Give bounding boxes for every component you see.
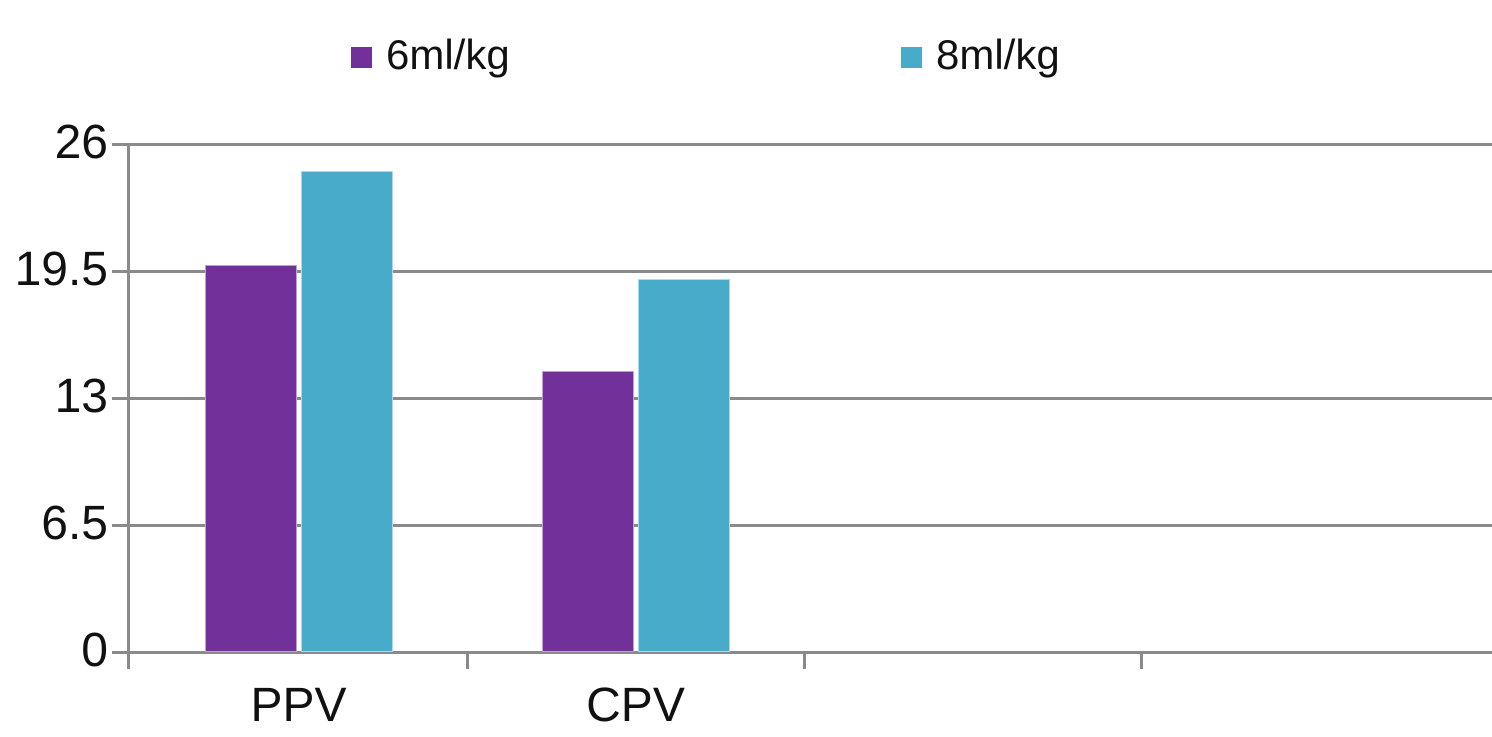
x-label-cpv: CPV	[586, 679, 685, 732]
y-tick-label-0: 0	[81, 624, 108, 677]
y-tick-19.5	[112, 269, 130, 273]
y-tick-label-19.5: 19.5	[14, 243, 108, 296]
bar-cpv-6ml/kg	[541, 370, 634, 652]
legend-swatch-8mlkg	[901, 46, 922, 68]
bar-ppv-8ml/kg	[300, 171, 393, 652]
x-axis-tick-2	[802, 653, 806, 669]
legend-swatch-6mlkg	[351, 46, 372, 68]
gridline-19.5	[130, 269, 1492, 273]
gridline-13	[130, 396, 1492, 400]
gridline-26	[130, 142, 1492, 146]
x-axis-tick-1	[465, 653, 469, 669]
legend-label-6mlkg: 6ml/kg	[386, 31, 510, 78]
y-tick-6.5	[112, 523, 130, 527]
y-tick-0	[112, 650, 130, 654]
x-axis-tick-3	[1139, 653, 1143, 669]
x-label-ppv: PPV	[250, 679, 347, 732]
bar-cpv-8ml/kg	[637, 278, 730, 652]
bar-ppv-6ml/kg	[204, 265, 297, 652]
gridline-6.5	[130, 523, 1492, 527]
y-tick-13	[112, 396, 130, 400]
legend-item-8mlkg: 8ml/kg	[901, 34, 1060, 76]
y-tick-label-13: 13	[54, 370, 108, 423]
gridline-0	[130, 650, 1492, 654]
legend-item-6mlkg: 6ml/kg	[351, 34, 510, 76]
y-tick-label-26: 26	[54, 116, 108, 169]
legend-label-8mlkg: 8ml/kg	[936, 31, 1060, 78]
y-tick-26	[112, 142, 130, 146]
y-axis-line	[127, 144, 130, 669]
y-tick-label-6.5: 6.5	[41, 497, 108, 550]
